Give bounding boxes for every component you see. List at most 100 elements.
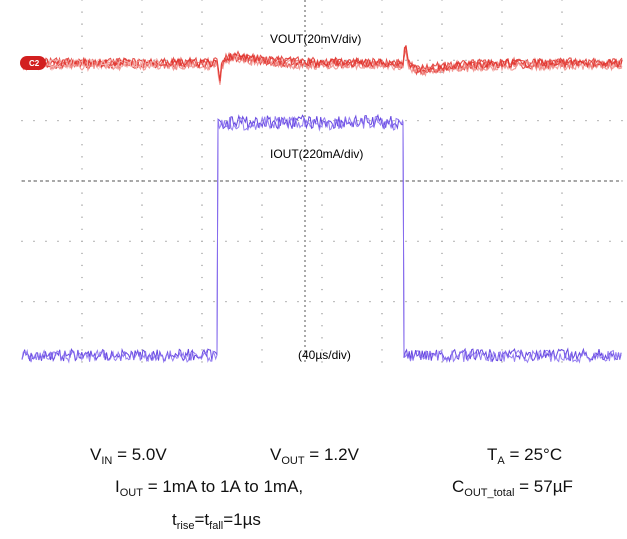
grid-dot bbox=[201, 83, 203, 86]
grid-dot bbox=[201, 119, 203, 122]
grid-dot bbox=[201, 144, 203, 146]
grid-dot bbox=[201, 264, 203, 267]
grid-dot bbox=[321, 132, 323, 134]
grid-dot bbox=[441, 252, 443, 255]
grid-dot bbox=[489, 240, 491, 243]
grid-dot bbox=[477, 119, 479, 122]
grid-dot bbox=[381, 288, 383, 291]
grid-dot bbox=[81, 11, 83, 13]
grid-dot bbox=[45, 240, 47, 243]
grid-dot bbox=[261, 337, 263, 339]
grid-dot bbox=[501, 313, 503, 315]
grid-dot bbox=[285, 300, 287, 303]
grid-dot bbox=[453, 300, 455, 303]
grid-dot bbox=[201, 300, 203, 303]
grid-dot bbox=[381, 156, 383, 158]
grid-dot bbox=[561, 204, 563, 206]
grid-dot bbox=[381, 23, 383, 25]
grid-dot bbox=[177, 300, 179, 303]
grid-dot bbox=[261, 325, 263, 327]
transition-time-condition: trise=tfall=1µs bbox=[172, 510, 261, 532]
grid-dot bbox=[501, 47, 503, 49]
grid-dot bbox=[441, 144, 443, 146]
grid-dot bbox=[165, 119, 167, 122]
grid-dot bbox=[369, 119, 371, 122]
grid-dot bbox=[201, 252, 203, 255]
grid-dot bbox=[201, 216, 203, 218]
grid-dot bbox=[561, 132, 563, 134]
grid-dot bbox=[561, 192, 563, 194]
grid-dot bbox=[321, 0, 323, 1]
grid-dot bbox=[501, 361, 503, 363]
grid-dot bbox=[441, 216, 443, 218]
grid-dot bbox=[81, 156, 83, 158]
grid-dot bbox=[417, 119, 419, 122]
grid-dot bbox=[381, 216, 383, 218]
grid-dot bbox=[321, 313, 323, 315]
grid-dot bbox=[321, 252, 323, 255]
grid-dot bbox=[357, 240, 359, 243]
grid-dot bbox=[381, 240, 383, 243]
grid-dot bbox=[201, 35, 203, 37]
grid-dot bbox=[501, 325, 503, 327]
cout-condition: COUT_total = 57µF bbox=[452, 477, 573, 499]
grid-dot bbox=[321, 216, 323, 218]
grid-dot bbox=[129, 119, 131, 122]
grid-dot bbox=[141, 83, 143, 86]
grid-dot bbox=[81, 47, 83, 49]
grid-dot bbox=[549, 240, 551, 243]
grid-dot bbox=[141, 204, 143, 206]
grid-dot bbox=[561, 107, 563, 110]
grid-dot bbox=[321, 276, 323, 279]
grid-dot bbox=[381, 337, 383, 339]
grid-dot bbox=[381, 132, 383, 134]
grid-dot bbox=[441, 132, 443, 134]
grid-dot bbox=[441, 240, 443, 243]
grid-dot bbox=[141, 35, 143, 37]
grid-dot bbox=[369, 240, 371, 243]
grid-dot bbox=[513, 119, 515, 122]
grid-dot bbox=[105, 119, 107, 122]
vout-channel-marker: C2 C2 VOUT(AC coupled) bbox=[20, 56, 160, 70]
grid-dot bbox=[501, 349, 503, 351]
grid-dot bbox=[561, 325, 563, 327]
grid-dot bbox=[441, 83, 443, 86]
grid-dot bbox=[141, 228, 143, 230]
grid-dot bbox=[177, 240, 179, 243]
grid-dot bbox=[513, 300, 515, 303]
grid-dot bbox=[81, 0, 83, 1]
grid-dot bbox=[501, 252, 503, 255]
grid-dot bbox=[129, 240, 131, 243]
grid-dot bbox=[561, 23, 563, 25]
grid-dot bbox=[561, 95, 563, 98]
grid-dot bbox=[69, 119, 71, 122]
grid-dot bbox=[81, 204, 83, 206]
grid-dot bbox=[381, 192, 383, 194]
grid-dot bbox=[489, 300, 491, 303]
grid-dot bbox=[261, 361, 263, 363]
grid-dot bbox=[81, 132, 83, 134]
grid-dot bbox=[501, 192, 503, 194]
grid-dot bbox=[321, 192, 323, 194]
grid-dot bbox=[621, 119, 623, 122]
grid-dot bbox=[321, 107, 323, 110]
grid-dot bbox=[201, 11, 203, 13]
grid-dot bbox=[141, 337, 143, 339]
grid-dot bbox=[93, 240, 95, 243]
grid-dot bbox=[369, 300, 371, 303]
grid-dot bbox=[141, 361, 143, 363]
grid-dot bbox=[381, 361, 383, 363]
grid-dot bbox=[465, 119, 467, 122]
grid-dot bbox=[261, 168, 263, 170]
grid-dot bbox=[525, 119, 527, 122]
grid-dot bbox=[441, 156, 443, 158]
grid-dot bbox=[141, 216, 143, 218]
grid-dot bbox=[153, 119, 155, 122]
iout-trace bbox=[21, 115, 622, 364]
grid-dot bbox=[261, 300, 263, 303]
grid-dot bbox=[441, 228, 443, 230]
grid-dot bbox=[537, 119, 539, 122]
grid-dot bbox=[489, 119, 491, 122]
grid-dot bbox=[201, 313, 203, 315]
grid-dot bbox=[561, 313, 563, 315]
